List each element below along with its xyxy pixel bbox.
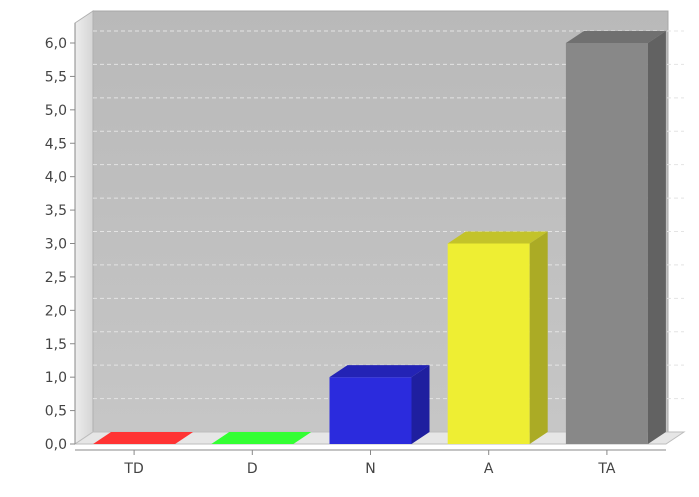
y-tick-label: 4,0 <box>45 170 67 186</box>
y-tick-label: 3,0 <box>45 237 67 253</box>
y-tick-label: 5,5 <box>45 69 67 85</box>
bar-side <box>411 365 430 444</box>
side-wall <box>74 10 94 445</box>
bar-top <box>93 432 194 444</box>
bar-top <box>565 31 666 43</box>
bar-front <box>447 243 530 444</box>
bar-side <box>529 231 548 444</box>
bar-top <box>447 231 548 244</box>
y-tick-label: 3,5 <box>45 203 67 219</box>
bar-front <box>329 377 412 444</box>
bar-top <box>329 365 430 378</box>
x-tick-label: TD <box>123 461 143 477</box>
bar-side <box>647 31 666 444</box>
y-tick-label: 4,5 <box>45 136 67 152</box>
y-tick-label: 1,0 <box>45 370 67 386</box>
y-tick-label: 5,0 <box>45 103 67 119</box>
x-tick-label: D <box>247 461 258 477</box>
bars <box>93 31 666 444</box>
bar-n <box>329 365 430 444</box>
x-tick-label: N <box>365 461 375 477</box>
bar-d <box>211 432 312 444</box>
y-tick-label: 2,5 <box>45 270 67 286</box>
bar-top <box>211 432 312 444</box>
bar-ta <box>565 31 666 444</box>
y-tick-label: 0,0 <box>45 437 67 453</box>
x-tick-label: A <box>484 461 494 477</box>
x-tick-label: TA <box>597 461 615 477</box>
bar-td <box>93 432 194 444</box>
bar-a <box>447 231 548 444</box>
y-tick-label: 2,0 <box>45 303 67 319</box>
y-tick-label: 1,5 <box>45 337 67 353</box>
y-tick-label: 6,0 <box>45 36 67 52</box>
y-tick-label: 0,5 <box>45 404 67 420</box>
bar-front <box>565 43 648 444</box>
axes: 0,0 0,5 1,0 1,5 2,0 2,5 3,0 3,5 4,0 4,5 5,0 5,5 6,0 T… <box>45 23 666 477</box>
